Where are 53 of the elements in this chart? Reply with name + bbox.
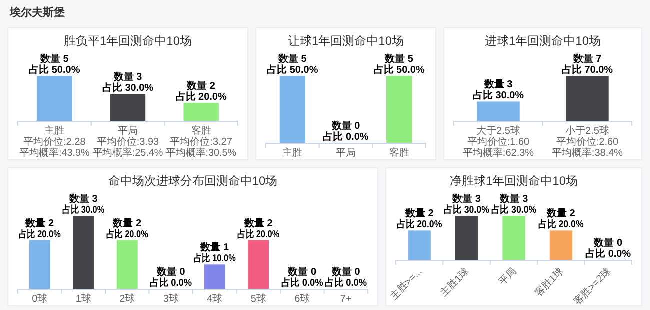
x-tick-label: 平局 [118,126,138,137]
x-tick-label: 主胜1球 [438,266,472,300]
x-tick-label: 客胜 [191,125,212,137]
data-label: 数量 2 占比 20.0% [238,217,289,240]
data-label: 数量 0 占比 0.0% [325,266,371,289]
text: 平均概率:62.3% [462,147,534,159]
data-label: 数量 7 占比 70.0% [562,53,614,76]
text: 平均价位:3.93 [96,136,160,148]
data-label: 数量 0 占比 0.0% [150,266,196,289]
x-tick-label: 主胜 [282,147,303,159]
chart-title: 命中场次进球分布回测命中10场 [108,174,278,188]
text: 平均价位:2.60 [556,136,620,148]
data-label: 数量 0 占比 0.0% [586,237,632,260]
text: 平均价位:1.60 [467,136,530,148]
x-tick-label: 客胜1球 [532,266,566,300]
data-label: 数量 3 占比 30.0% [62,193,114,216]
x-tick-label: 客胜 [389,147,410,159]
x-tick-label: 6球 [294,293,310,305]
chart-title: 胜负平1年回测命中10场 [64,34,192,48]
data-label: 数量 3 占比 30.0% [472,78,524,102]
text: 平均概率:30.5% [166,147,238,159]
data-label: 数量 5 占比 50.0% [267,53,318,76]
x-tick-label: 小于2.5球 [566,125,610,137]
chart-title: 进球1年回测命中10场 [484,34,602,48]
data-label: 数量 1 占比 10.0% [194,242,246,265]
x-tick-label: 平局 [497,266,520,288]
x-tick-label: 4球 [207,293,223,305]
x-tick-label: 7+ [340,294,352,305]
data-label: 数量 3 占比 30.0% [102,71,154,94]
text: 平均概率:25.4% [92,147,164,159]
data-label: 数量 2 占比 20.0% [18,217,70,240]
x-tick-label: 平局 [336,148,356,159]
data-label: 数量 5 占比 50.0% [29,53,80,76]
data-label: 数量 0 占比 0.0% [323,120,369,143]
data-label: 数量 5 占比 50.0% [374,53,426,76]
x-tick-label: 5球 [250,293,266,305]
x-tick-label: 1球 [76,293,92,305]
text: 埃尔夫斯堡 [9,6,65,19]
x-tick-label: 主胜 [44,125,65,137]
chart-title: 让球1年回测命中10场 [288,34,404,48]
data-label: 数量 2 占比 20.0% [538,208,590,231]
chart-title: 净胜球1年回测命中10场 [450,174,578,188]
text: 平均概率:43.9% [19,147,91,159]
x-tick-label: 2球 [120,293,136,305]
text: 平均价位:3.27 [170,136,233,148]
x-tick-label: 主胜>=... [388,266,425,302]
data-label: 数量 2 占比 20.0% [176,80,228,103]
x-tick-label: 0球 [32,293,48,305]
data-label: 数量 2 占比 20.0% [106,217,158,240]
x-tick-label: 3球 [163,293,179,305]
x-tick-label: 大于2.5球 [476,125,520,137]
text: 平均概率:38.4% [552,147,624,159]
text: 平均价位:2.28 [24,136,86,148]
